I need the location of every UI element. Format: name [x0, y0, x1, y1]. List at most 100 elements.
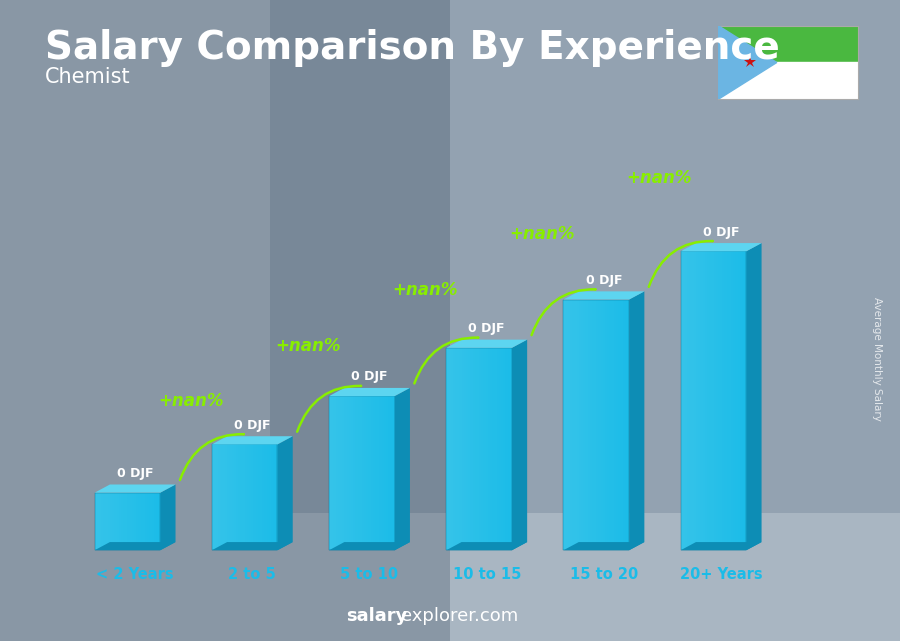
- Bar: [231, 444, 234, 550]
- Bar: [375, 396, 377, 550]
- Bar: [373, 396, 375, 550]
- Polygon shape: [718, 62, 858, 99]
- Bar: [446, 348, 449, 550]
- Text: +nan%: +nan%: [509, 225, 575, 243]
- Text: Salary Comparison By Experience: Salary Comparison By Experience: [45, 29, 779, 67]
- Bar: [490, 348, 492, 550]
- Bar: [262, 444, 265, 550]
- Bar: [251, 444, 254, 550]
- Bar: [594, 299, 597, 550]
- Bar: [718, 251, 720, 550]
- Bar: [136, 493, 139, 550]
- Polygon shape: [160, 485, 176, 550]
- Bar: [214, 444, 217, 550]
- Bar: [110, 493, 112, 550]
- Bar: [474, 348, 477, 550]
- Bar: [257, 444, 260, 550]
- Bar: [744, 251, 747, 550]
- Bar: [459, 348, 462, 550]
- Bar: [505, 348, 508, 550]
- Bar: [227, 444, 230, 550]
- FancyArrowPatch shape: [180, 434, 244, 480]
- Bar: [225, 444, 228, 550]
- Bar: [386, 396, 389, 550]
- Bar: [342, 396, 345, 550]
- Bar: [331, 396, 334, 550]
- Polygon shape: [680, 542, 761, 550]
- Bar: [388, 396, 391, 550]
- Bar: [588, 299, 590, 550]
- Bar: [128, 493, 130, 550]
- Bar: [353, 396, 356, 550]
- Text: +nan%: +nan%: [392, 281, 458, 299]
- Bar: [742, 251, 744, 550]
- Polygon shape: [563, 292, 644, 299]
- Bar: [603, 299, 606, 550]
- Bar: [609, 299, 612, 550]
- Bar: [368, 396, 371, 550]
- Text: Average Monthly Salary: Average Monthly Salary: [872, 297, 883, 421]
- FancyArrowPatch shape: [532, 289, 596, 335]
- Bar: [720, 251, 723, 550]
- Bar: [219, 444, 220, 550]
- Bar: [94, 493, 160, 550]
- Bar: [503, 348, 506, 550]
- Bar: [380, 396, 382, 550]
- Bar: [112, 493, 114, 550]
- Bar: [245, 444, 248, 550]
- Bar: [240, 444, 243, 550]
- Bar: [448, 348, 451, 550]
- Bar: [592, 299, 594, 550]
- Bar: [689, 251, 692, 550]
- Polygon shape: [329, 388, 410, 396]
- Bar: [154, 493, 156, 550]
- Bar: [338, 396, 340, 550]
- Polygon shape: [329, 542, 410, 550]
- Bar: [709, 251, 712, 550]
- Polygon shape: [212, 542, 292, 550]
- Bar: [700, 251, 703, 550]
- Polygon shape: [395, 388, 410, 550]
- Bar: [563, 299, 629, 550]
- Bar: [482, 348, 483, 550]
- Bar: [158, 493, 160, 550]
- FancyArrowPatch shape: [414, 338, 478, 383]
- Bar: [492, 348, 495, 550]
- Bar: [620, 299, 623, 550]
- Bar: [357, 396, 360, 550]
- Bar: [568, 299, 571, 550]
- Bar: [612, 299, 614, 550]
- Bar: [486, 348, 488, 550]
- Bar: [104, 493, 106, 550]
- Bar: [501, 348, 503, 550]
- Text: +nan%: +nan%: [275, 337, 340, 354]
- Text: 15 to 20: 15 to 20: [570, 567, 638, 582]
- Bar: [694, 251, 697, 550]
- Bar: [249, 444, 251, 550]
- Bar: [391, 396, 392, 550]
- Bar: [488, 348, 490, 550]
- Bar: [360, 396, 362, 550]
- Bar: [483, 348, 486, 550]
- Polygon shape: [680, 243, 761, 251]
- Polygon shape: [212, 437, 292, 444]
- Bar: [462, 348, 464, 550]
- Bar: [585, 299, 588, 550]
- Polygon shape: [446, 542, 527, 550]
- FancyArrowPatch shape: [649, 241, 713, 287]
- Bar: [148, 493, 149, 550]
- Text: 0 DJF: 0 DJF: [586, 274, 622, 287]
- Bar: [581, 299, 583, 550]
- Text: +nan%: +nan%: [626, 169, 692, 187]
- Bar: [696, 251, 698, 550]
- Bar: [275, 444, 278, 550]
- Bar: [724, 251, 727, 550]
- Text: < 2 Years: < 2 Years: [96, 567, 174, 582]
- Bar: [579, 299, 581, 550]
- Polygon shape: [563, 542, 644, 550]
- Bar: [451, 348, 453, 550]
- Bar: [392, 396, 395, 550]
- FancyArrowPatch shape: [297, 386, 361, 432]
- Bar: [254, 444, 256, 550]
- Bar: [94, 493, 97, 550]
